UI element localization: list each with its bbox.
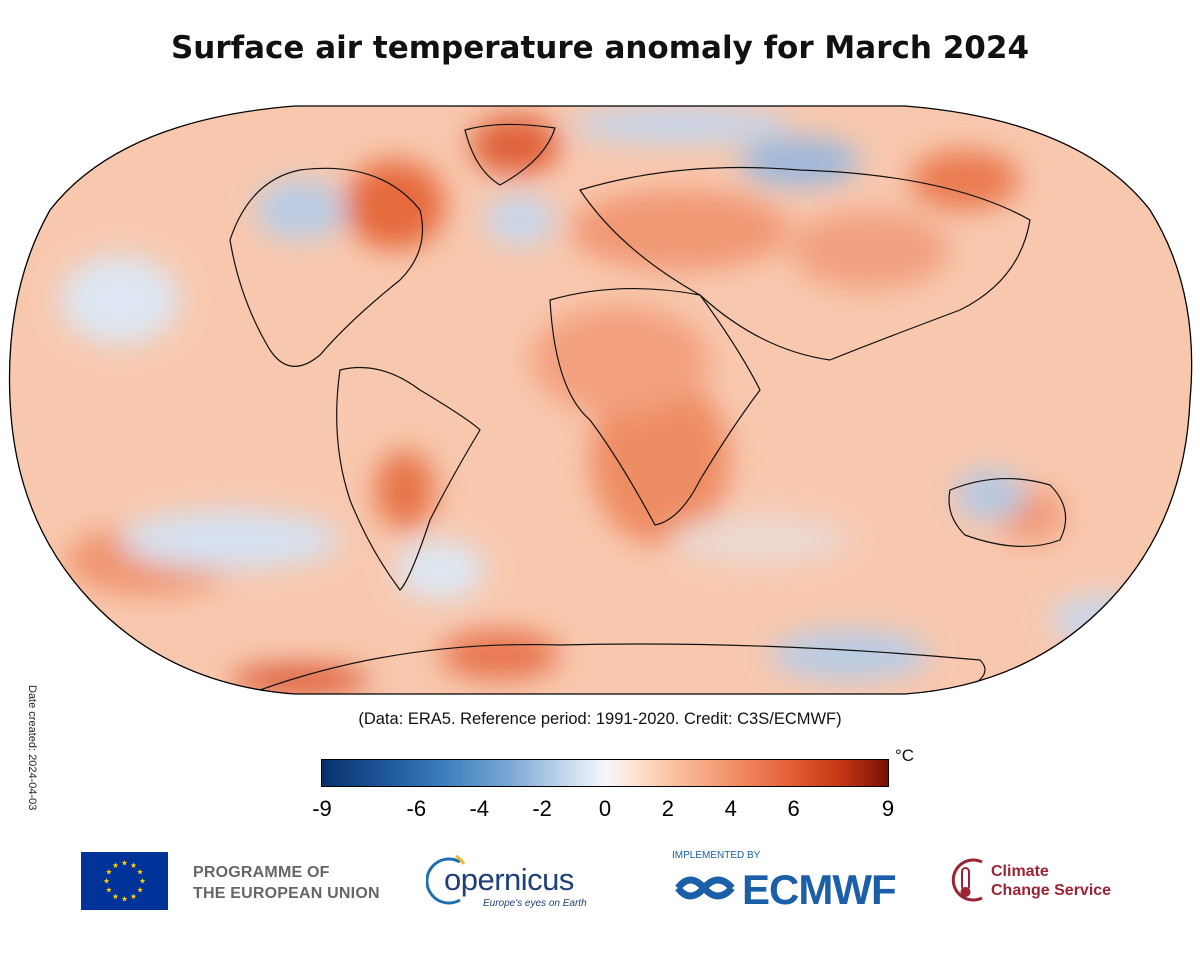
eu-star-icon <box>112 893 119 900</box>
eu-star-icon <box>139 878 146 884</box>
eu-star-icon <box>106 869 112 875</box>
map-title: Surface air temperature anomaly for Marc… <box>170 30 1030 66</box>
c3s-text: Climate Change Service <box>991 862 1111 900</box>
colorbar-unit: °C <box>895 746 915 765</box>
eu-flag-icon <box>81 852 168 910</box>
world-temperature-anomaly-map <box>8 105 1193 695</box>
c3s-thermometer-icon <box>951 858 983 902</box>
eu-star-icon <box>137 869 143 875</box>
copernicus-tagline: Europe's eyes on Earth <box>483 898 587 909</box>
eu-star-icon <box>106 887 112 893</box>
eu-star-icon <box>112 862 119 868</box>
ecmwf-logo-icon <box>675 876 735 900</box>
colorbar-tick-label: -4 <box>469 796 489 821</box>
eu-star-icon <box>130 862 137 868</box>
date-created: Date created: 2024-04-03 <box>26 685 38 811</box>
colorbar-tick-label: 9 <box>881 796 895 821</box>
c3s-line-2: Change Service <box>991 882 1112 899</box>
copernicus-name: opernicus <box>444 862 574 897</box>
ecmwf-name: ECMWF <box>742 866 897 913</box>
colorbar-tick-label: 6 <box>787 796 800 821</box>
copernicus-c-icon <box>426 854 466 905</box>
colorbar-tick-label: 4 <box>724 796 737 821</box>
colorbar-tick-label: -6 <box>406 796 427 821</box>
eu-line-1: PROGRAMME OF <box>193 864 330 881</box>
eu-programme-text: PROGRAMME OF THE EUROPEAN UNION <box>193 862 380 904</box>
copernicus-logo: opernicus Europe's eyes on Earth <box>426 850 596 912</box>
c3s-line-1: Climate <box>991 863 1049 880</box>
colorbar-tick-label: -2 <box>532 796 552 821</box>
eu-star-icon <box>137 887 143 893</box>
colorbar-tick-label: 0 <box>598 796 612 821</box>
eu-star-icon <box>121 896 128 902</box>
colorbar-tick-label: -9 <box>312 796 332 821</box>
colorbar-tick-label: 2 <box>661 796 674 821</box>
credit-line: (Data: ERA5. Reference period: 1991-2020… <box>358 710 842 728</box>
eu-line-2: THE EUROPEAN UNION <box>193 885 380 902</box>
eu-star-icon <box>130 893 137 900</box>
eu-star-icon <box>121 860 128 866</box>
implemented-by-label: IMPLEMENTED BY <box>672 850 761 861</box>
eu-star-icon <box>103 878 110 884</box>
colorbar <box>321 759 889 787</box>
